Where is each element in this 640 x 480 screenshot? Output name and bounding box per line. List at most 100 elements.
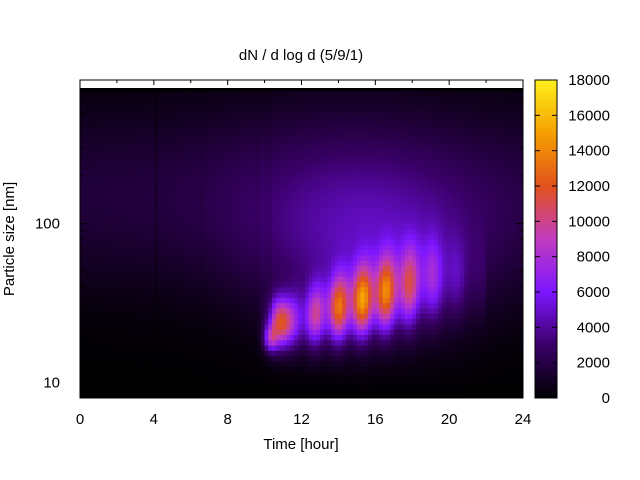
heatmap-cell [194, 148, 199, 155]
heatmap-cell [334, 249, 340, 256]
heatmap-cell [382, 191, 388, 198]
heatmap-cell [242, 323, 247, 330]
heatmap-cell [194, 143, 199, 150]
heatmap-cell [87, 382, 92, 388]
heatmap-cell [168, 164, 173, 171]
heatmap-cell [227, 360, 232, 367]
heatmap-cell [257, 382, 262, 388]
heatmap-cell [308, 270, 314, 277]
heatmap-cell [227, 154, 232, 161]
heatmap-cell [164, 88, 170, 92]
heatmap-cell [91, 164, 96, 171]
heatmap-cell [175, 355, 181, 362]
heatmap-cell [275, 133, 280, 139]
heatmap-cell [286, 148, 292, 155]
heatmap-cell [201, 212, 207, 219]
heatmap-cell [105, 286, 111, 293]
heatmap-cell [102, 249, 107, 256]
heatmap-cell [135, 239, 140, 245]
heatmap-cell [279, 345, 284, 351]
heatmap-cell [131, 270, 136, 277]
heatmap-cell [356, 228, 362, 235]
heatmap-cell [157, 254, 162, 261]
heatmap-cell [83, 334, 88, 341]
heatmap-cell [264, 154, 269, 161]
heatmap-cell [109, 164, 114, 171]
heatmap-cell [316, 233, 321, 240]
heatmap-cell [360, 286, 365, 293]
heatmap-cell [131, 392, 136, 398]
heatmap-cell [253, 334, 258, 341]
heatmap-cell [175, 382, 181, 388]
heatmap-cell [301, 276, 306, 282]
heatmap-cell [98, 95, 103, 102]
heatmap-cell [316, 138, 321, 145]
heatmap-cell [327, 143, 332, 150]
heatmap-cell [301, 345, 306, 351]
heatmap-cell [271, 101, 277, 108]
heatmap-cell [294, 159, 299, 166]
heatmap-cell [190, 276, 196, 282]
heatmap-cell [216, 360, 221, 367]
heatmap-cell [379, 281, 384, 288]
heatmap-cell [242, 239, 247, 245]
heatmap-cell [98, 265, 103, 272]
heatmap-cell [305, 323, 310, 330]
heatmap-cell [312, 133, 317, 139]
heatmap-cell [294, 360, 299, 367]
heatmap-cell [146, 382, 151, 388]
heatmap-cell [242, 159, 247, 166]
heatmap-cell [209, 334, 214, 341]
heatmap-cell [198, 196, 203, 203]
heatmap-cell [364, 175, 369, 182]
heatmap-cell [323, 159, 328, 166]
heatmap-cell [257, 212, 262, 219]
heatmap-cell [146, 228, 151, 235]
heatmap-cell [109, 191, 114, 198]
heatmap-cell [283, 133, 288, 139]
heatmap-cell [257, 223, 262, 229]
heatmap-cell [260, 106, 266, 113]
heatmap-cell [238, 281, 244, 288]
heatmap-cell [297, 254, 303, 261]
heatmap-cell [342, 207, 347, 214]
heatmap-cell [216, 329, 221, 335]
heatmap-cell [242, 138, 247, 145]
heatmap-cell [87, 339, 92, 346]
heatmap-cell [150, 101, 155, 108]
heatmap-cell [120, 254, 125, 261]
heatmap-cell [127, 382, 133, 388]
heatmap-cell [342, 371, 347, 378]
heatmap-cell [227, 101, 232, 108]
heatmap-cell [342, 244, 347, 251]
heatmap-cell [305, 80, 309, 86]
heatmap-cell [327, 212, 332, 219]
heatmap-cell [297, 111, 303, 118]
heatmap-cell [194, 254, 199, 261]
heatmap-cell [301, 159, 306, 166]
heatmap-cell [275, 111, 280, 118]
heatmap-cell [268, 360, 273, 367]
heatmap-cell [253, 355, 258, 362]
heatmap-cell [379, 233, 384, 240]
heatmap-cell [235, 186, 240, 192]
heatmap-cell [113, 223, 118, 229]
heatmap-cell [91, 170, 96, 176]
heatmap-cell [260, 223, 266, 229]
heatmap-cell [238, 186, 244, 192]
heatmap-cell [98, 122, 103, 129]
heatmap-cell [146, 95, 151, 102]
heatmap-cell [161, 297, 166, 304]
heatmap-cell [116, 223, 122, 229]
heatmap-cell [220, 239, 225, 245]
heatmap-cell [364, 276, 369, 282]
heatmap-cell [301, 228, 306, 235]
heatmap-cell [164, 217, 170, 224]
heatmap-cell [342, 196, 347, 203]
heatmap-cell [83, 382, 88, 388]
heatmap-cell [349, 345, 354, 351]
heatmap-cell [231, 249, 236, 256]
heatmap-cell [105, 228, 111, 235]
heatmap-cell [231, 366, 236, 373]
heatmap-cell [83, 122, 88, 129]
